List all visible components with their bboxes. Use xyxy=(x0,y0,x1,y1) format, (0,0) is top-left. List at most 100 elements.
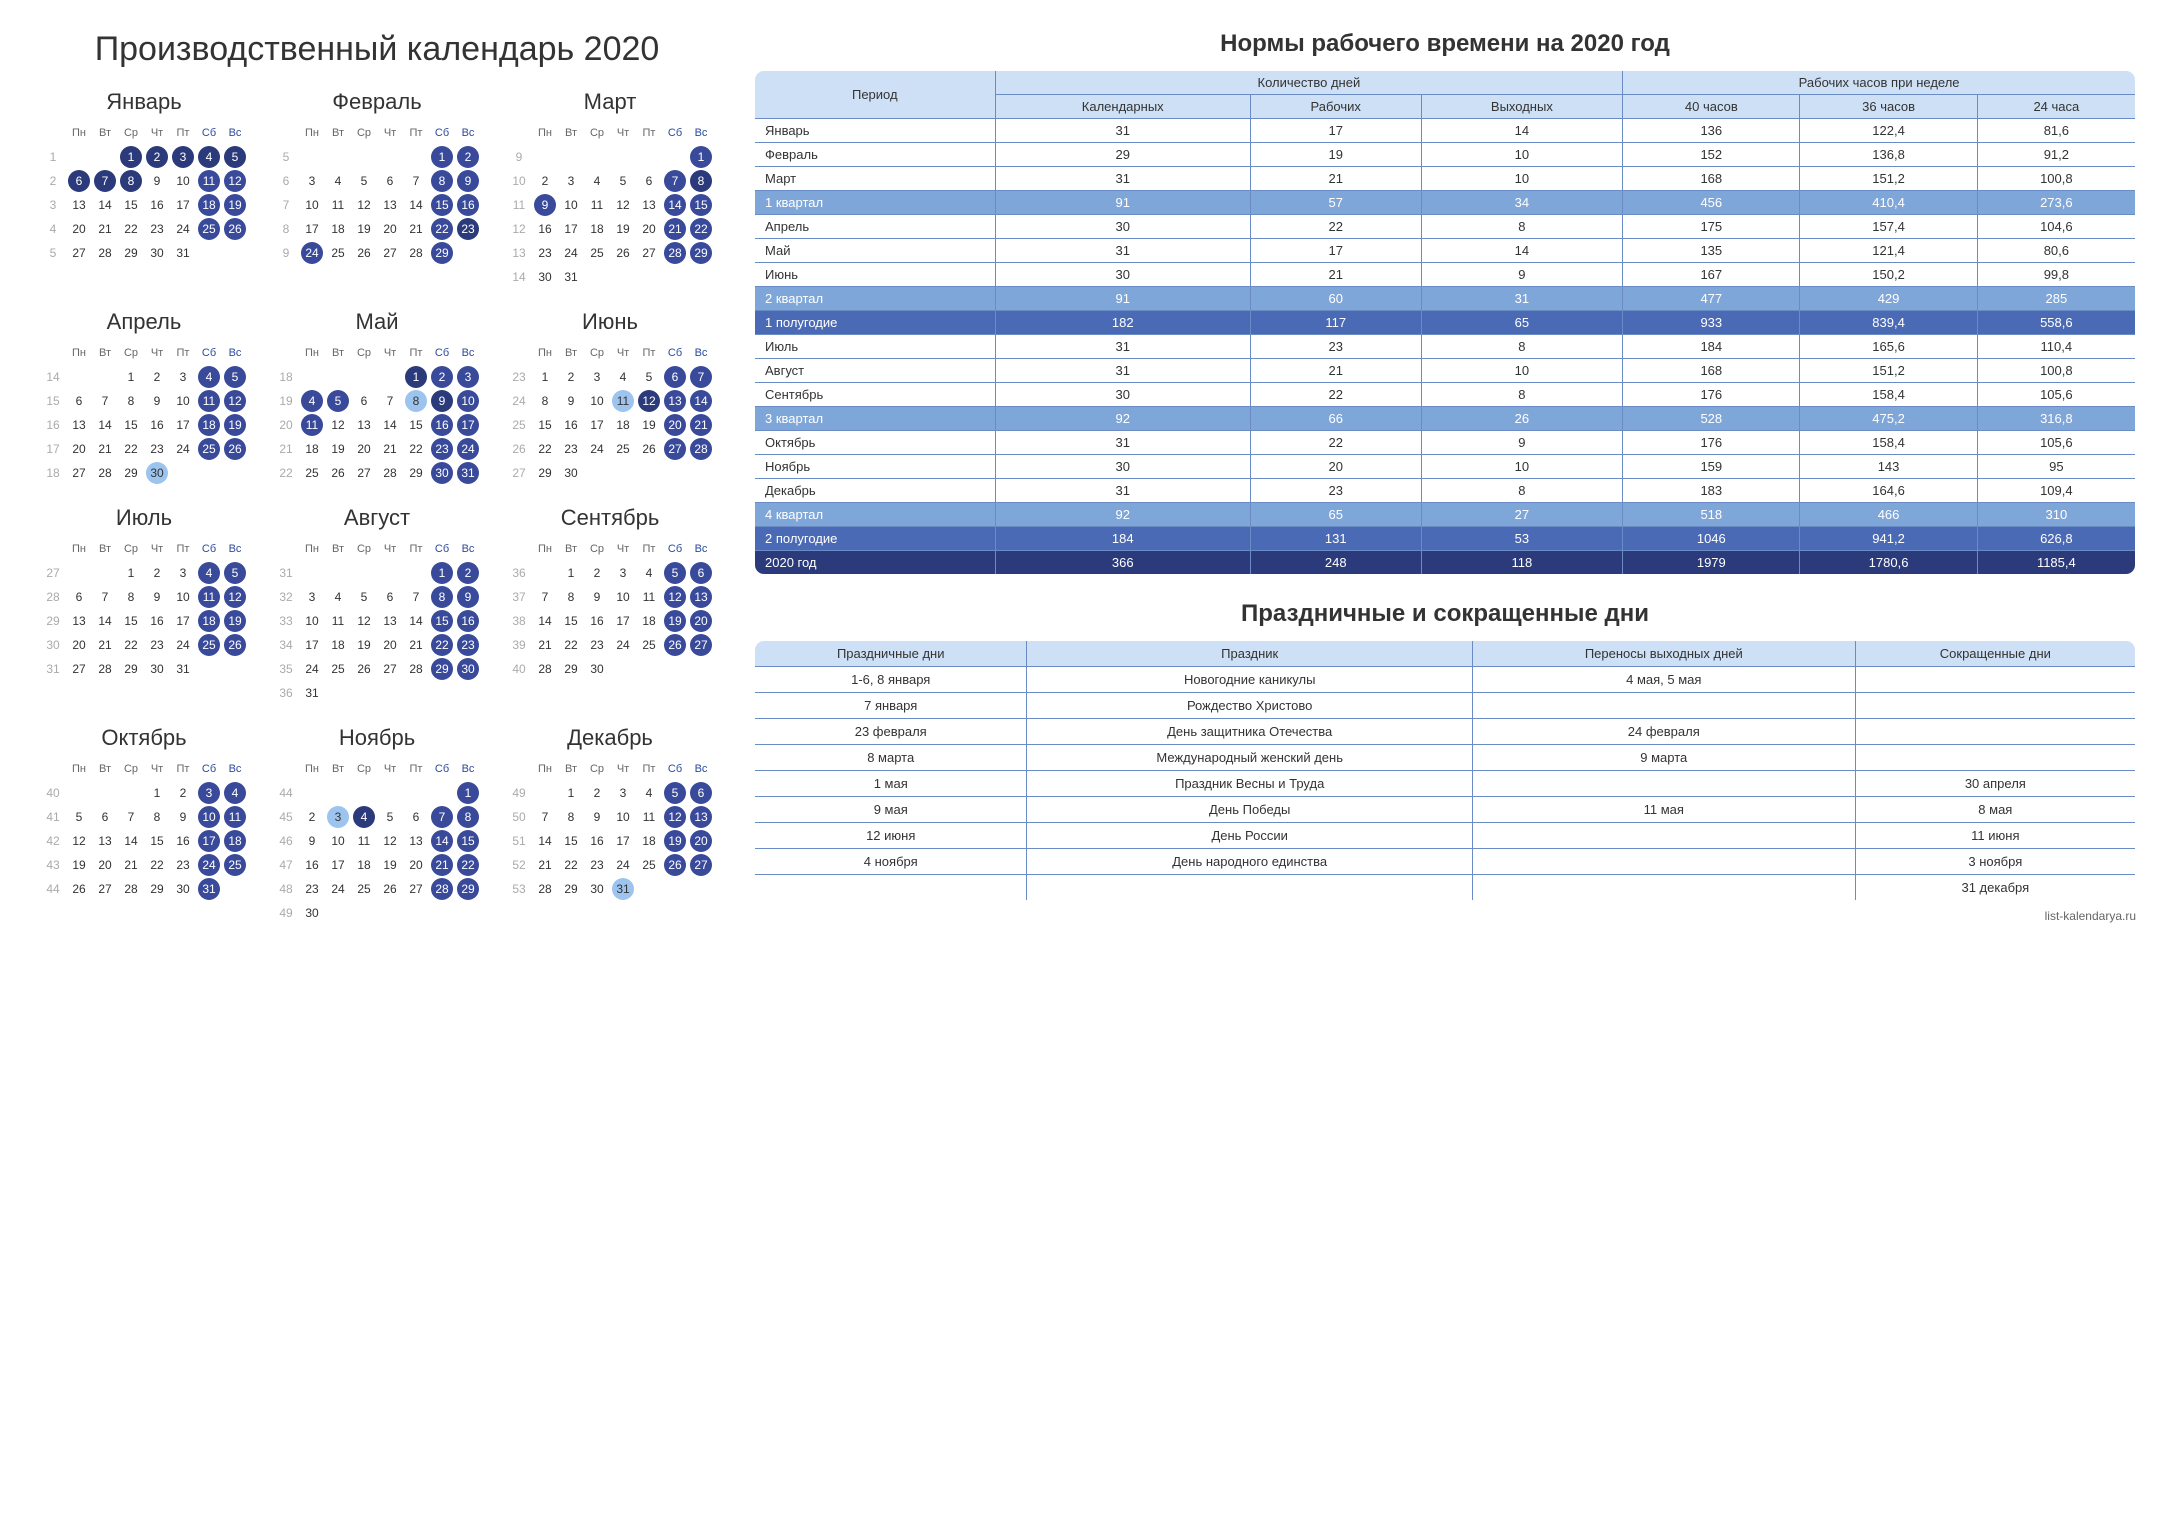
day-cell: 12 xyxy=(222,389,248,413)
day-cell: 5 xyxy=(662,781,688,805)
day-cell: 15 xyxy=(118,413,144,437)
norms-value: 95 xyxy=(1977,455,2135,479)
norms-value: 168 xyxy=(1623,167,1800,191)
month-table: ПнВтСрЧтПтСбВс31123234567893310111213141… xyxy=(273,537,481,705)
month-table: ПнВтСрЧтПтСбВс91102345678119101112131415… xyxy=(506,121,714,289)
weekday-header: Вт xyxy=(558,757,584,781)
weekday-header: Пн xyxy=(532,121,558,145)
day-cell: 30 xyxy=(144,657,170,681)
weekday-header: Вт xyxy=(558,341,584,365)
week-number: 29 xyxy=(40,609,66,633)
day-cell: 11 xyxy=(636,585,662,609)
holidays-table: Праздничные дниПраздникПереносы выходных… xyxy=(754,640,2136,901)
week-number: 42 xyxy=(40,829,66,853)
day-cell: 15 xyxy=(558,609,584,633)
week-number: 36 xyxy=(506,561,532,585)
day-cell: 9 xyxy=(144,585,170,609)
weekday-header: Ср xyxy=(351,341,377,365)
day-cell: 5 xyxy=(662,561,688,585)
weekday-header: Пн xyxy=(299,757,325,781)
holidays-cell: 11 июня xyxy=(1855,823,2135,849)
holidays-cell xyxy=(1472,875,1855,901)
norms-value: 285 xyxy=(1977,287,2135,311)
day-cell: 3 xyxy=(584,365,610,389)
day-cell: 13 xyxy=(66,609,92,633)
week-number: 27 xyxy=(506,461,532,485)
norms-value: 22 xyxy=(1250,215,1421,239)
day-cell: 19 xyxy=(222,609,248,633)
day-cell: 24 xyxy=(170,633,196,657)
weekday-header: Сб xyxy=(662,121,688,145)
norms-value: 316,8 xyxy=(1977,407,2135,431)
day-cell: 23 xyxy=(455,217,481,241)
day-cell: 23 xyxy=(584,633,610,657)
month-Апрель: АпрельПнВтСрЧтПтСбВс14123451567891011121… xyxy=(40,309,248,485)
weekday-header: Чт xyxy=(144,341,170,365)
norms-row: Июнь30219167150,299,8 xyxy=(755,263,2136,287)
norms-row: 2 квартал916031477429285 xyxy=(755,287,2136,311)
day-cell: 12 xyxy=(662,585,688,609)
norms-label: Июль xyxy=(755,335,996,359)
holidays-row: 31 декабря xyxy=(755,875,2136,901)
day-cell: 5 xyxy=(636,365,662,389)
month-name: Август xyxy=(273,505,481,531)
month-Ноябрь: НоябрьПнВтСрЧтПтСбВс44145234567846910111… xyxy=(273,725,481,925)
day-cell: 18 xyxy=(222,829,248,853)
norms-value: 31 xyxy=(995,119,1250,143)
day-cell: 25 xyxy=(196,217,222,241)
norms-value: 21 xyxy=(1250,359,1421,383)
day-cell: 23 xyxy=(584,853,610,877)
norms-value: 184 xyxy=(995,527,1250,551)
norms-value: 1046 xyxy=(1623,527,1800,551)
day-cell: 19 xyxy=(610,217,636,241)
day-cell: 7 xyxy=(92,169,118,193)
day-cell: 26 xyxy=(636,437,662,461)
day-cell: 8 xyxy=(558,585,584,609)
week-number: 48 xyxy=(273,877,299,901)
day-cell: 25 xyxy=(636,633,662,657)
weekday-header: Вс xyxy=(455,537,481,561)
day-cell: 11 xyxy=(196,389,222,413)
norms-value: 475,2 xyxy=(1800,407,1977,431)
holidays-cell: 8 марта xyxy=(755,745,1027,771)
day-cell: 4 xyxy=(610,365,636,389)
day-cell: 25 xyxy=(584,241,610,265)
week-number: 40 xyxy=(40,781,66,805)
norms-value: 99,8 xyxy=(1977,263,2135,287)
norms-label: Ноябрь xyxy=(755,455,996,479)
norms-value: 135 xyxy=(1623,239,1800,263)
norms-value: 20 xyxy=(1250,455,1421,479)
norms-row: 2020 год36624811819791780,61185,4 xyxy=(755,551,2136,575)
weekday-header: Пн xyxy=(532,537,558,561)
day-cell: 12 xyxy=(222,169,248,193)
day-cell: 1 xyxy=(144,781,170,805)
day-cell: 24 xyxy=(299,657,325,681)
day-cell: 25 xyxy=(610,437,636,461)
day-cell: 11 xyxy=(584,193,610,217)
weekday-header: Чт xyxy=(610,757,636,781)
day-cell: 29 xyxy=(118,657,144,681)
day-cell: 24 xyxy=(299,241,325,265)
day-cell: 13 xyxy=(636,193,662,217)
day-cell: 1 xyxy=(403,365,429,389)
day-cell: 14 xyxy=(688,389,714,413)
day-cell: 16 xyxy=(144,609,170,633)
day-cell: 8 xyxy=(429,169,455,193)
day-cell: 8 xyxy=(118,169,144,193)
day-cell: 19 xyxy=(351,217,377,241)
month-Октябрь: ОктябрьПнВтСрЧтПтСбВс4012344156789101142… xyxy=(40,725,248,925)
day-cell: 12 xyxy=(377,829,403,853)
day-cell: 26 xyxy=(222,217,248,241)
norms-value: 366 xyxy=(995,551,1250,575)
week-number: 41 xyxy=(40,805,66,829)
day-cell: 14 xyxy=(92,193,118,217)
day-cell: 1 xyxy=(118,365,144,389)
day-cell: 22 xyxy=(688,217,714,241)
week-number: 17 xyxy=(40,437,66,461)
day-cell: 21 xyxy=(403,217,429,241)
day-cell: 10 xyxy=(584,389,610,413)
holidays-cell xyxy=(1855,693,2135,719)
day-cell: 4 xyxy=(636,781,662,805)
norms-subheader: Выходных xyxy=(1421,95,1623,119)
day-cell: 29 xyxy=(532,461,558,485)
